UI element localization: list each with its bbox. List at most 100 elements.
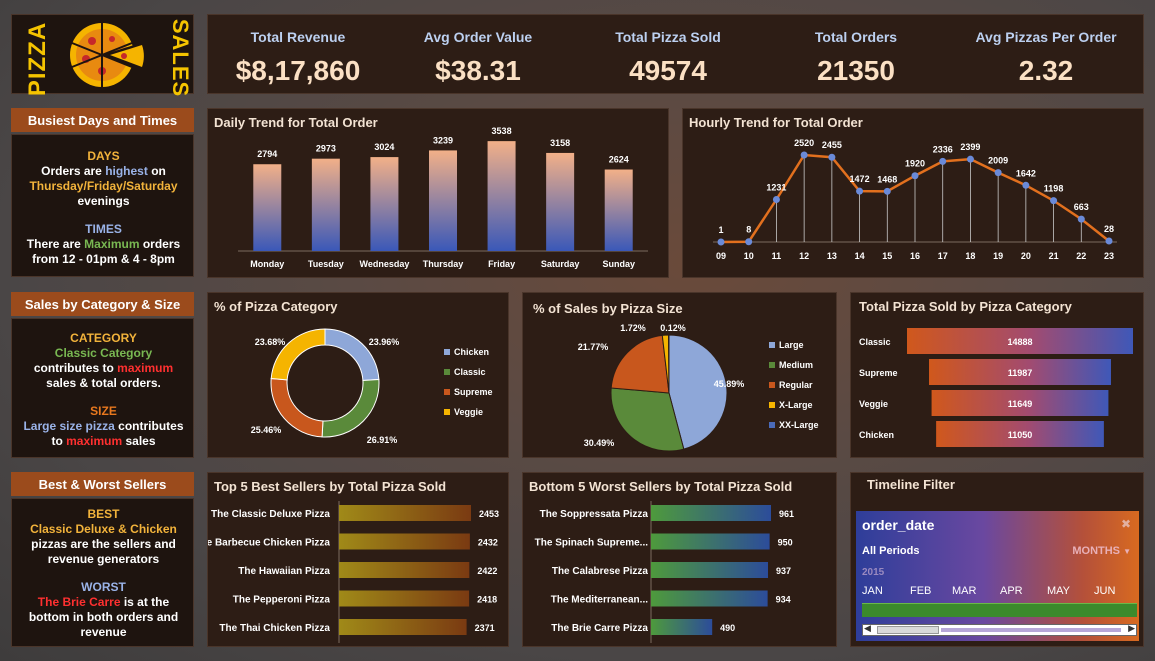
tick-label: Friday: [488, 259, 515, 269]
legend-swatch: [769, 342, 775, 348]
worst-sellers-chart: 961 The Soppressata Pizza 950 The Spinach S…: [535, 501, 794, 643]
worst-line-3: revenue: [80, 625, 127, 639]
month-apr[interactable]: APR: [1000, 585, 1023, 597]
data-label: 2371: [475, 623, 495, 633]
point-19: [994, 169, 1002, 177]
data-label: 11987: [1008, 368, 1033, 378]
month-may[interactable]: MAY: [1047, 585, 1071, 597]
data-label: 2422: [477, 566, 497, 576]
point-22: [1077, 215, 1085, 223]
legend-item-regular: Regular: [779, 380, 813, 390]
legend-item-classic: Classic: [454, 367, 486, 377]
size-line-1: Large size pizza contributes: [23, 419, 184, 433]
bar-5: [339, 619, 467, 635]
bestworst-note: BEST Classic Deluxe & Chicken pizzas are…: [12, 507, 195, 640]
days-line-1: Orders are highest on: [41, 164, 166, 178]
tick-label: 11: [772, 251, 782, 261]
point-14: [856, 187, 864, 195]
bar-4: [339, 590, 470, 607]
data-label: 490: [720, 623, 735, 633]
tick-label: 23: [1104, 251, 1114, 261]
point-15: [883, 187, 891, 195]
tick-label: The Thai Chicken Pizza: [219, 623, 330, 634]
worst-line-2: bottom in both orders and: [28, 610, 179, 624]
bestworst-panel: BEST Classic Deluxe & Chicken pizzas are…: [11, 498, 194, 647]
data-label: 1: [718, 225, 723, 235]
days-line-3: evenings: [77, 194, 130, 208]
worst-sellers-panel: Bottom 5 Worst Sellers by Total Pizza So…: [522, 472, 837, 647]
kpi-value: 49574: [629, 55, 707, 86]
legend-item-large: Large: [779, 340, 804, 350]
tick-label: The Spinach Supreme...: [535, 538, 649, 549]
data-label: 26.91%: [367, 435, 398, 445]
worst-line-1: The Brie Carre is at the: [37, 595, 170, 609]
logo-left-text: PIZZA: [24, 21, 51, 97]
month-mar[interactable]: MAR: [952, 585, 977, 597]
tick-label: 21: [1049, 251, 1059, 261]
year-label: 2015: [862, 567, 885, 578]
data-label: 30.49%: [584, 438, 615, 448]
hourly-trend-chart: 1098101231112520122455131472141468151920…: [713, 138, 1117, 261]
kpi-value: $8,17,860: [235, 55, 361, 86]
kpi-panel: Total Revenue $8,17,860 Avg Order Value …: [207, 14, 1144, 94]
bar-1: [339, 505, 471, 521]
data-label: 1472: [850, 174, 870, 184]
bar-chicken: [936, 421, 1104, 447]
data-label: 28: [1104, 224, 1114, 234]
data-label: 1.72%: [620, 323, 646, 333]
kpi-total-pizza-sold: Total Pizza Sold 49574: [578, 15, 758, 87]
month-jun[interactable]: JUN: [1094, 585, 1116, 597]
data-label: 11050: [1008, 430, 1033, 440]
data-label: 2336: [933, 144, 953, 154]
top-sellers-panel: Top 5 Best Sellers by Total Pizza Sold 2…: [207, 472, 509, 647]
data-label: 3024: [374, 142, 394, 152]
top-sellers-chart: 2453 The Classic Deluxe Pizza 2432 The Barb…: [208, 501, 499, 643]
data-label: 2432: [478, 538, 498, 548]
legend-swatch: [444, 409, 450, 415]
timeline-selection-bar[interactable]: [862, 603, 1137, 617]
bar-friday: [487, 141, 516, 251]
tick-label: 13: [827, 251, 837, 261]
timeline-slicer[interactable]: order_date ✖ All Periods MONTHS ▼ 2015 J…: [856, 511, 1139, 641]
bar-1: [651, 505, 771, 521]
month-feb[interactable]: FEB: [910, 585, 932, 597]
data-label: 1920: [905, 159, 925, 169]
tick-label: Chicken: [859, 430, 894, 440]
legend-swatch: [444, 369, 450, 375]
timeline-field-name: order_date: [862, 517, 935, 533]
logo-right-text: SALES: [168, 18, 193, 98]
point-16: [911, 172, 919, 180]
scroll-left-icon[interactable]: ◀: [864, 623, 871, 633]
pizza-icon: [70, 23, 144, 87]
data-label: 2455: [822, 140, 842, 150]
bar-2: [339, 533, 470, 550]
point-10: [745, 238, 753, 246]
tick-label: Saturday: [541, 259, 580, 269]
bar-5: [651, 619, 713, 635]
kpi-label: Avg Order Value: [423, 29, 533, 45]
bar-tuesday: [311, 158, 340, 251]
data-label: 663: [1074, 202, 1089, 212]
timeline-scrollbar[interactable]: ◀ ▶: [862, 623, 1137, 636]
data-label: 2973: [316, 144, 336, 154]
tick-label: 19: [993, 251, 1003, 261]
tick-label: 16: [910, 251, 920, 261]
time-unit-dropdown[interactable]: MONTHS ▼: [1072, 545, 1131, 557]
bar-classic: [907, 328, 1133, 354]
tick-label: The Mediterranean...: [551, 595, 648, 606]
kpi-value: $38.31: [435, 55, 521, 86]
scroll-right-icon[interactable]: ▶: [1128, 623, 1135, 633]
time-unit-label: MONTHS: [1072, 545, 1121, 557]
bar-monday: [253, 164, 282, 251]
best-line-1: Classic Deluxe & Chicken: [30, 522, 177, 536]
all-periods-label: All Periods: [862, 545, 920, 557]
size-pie-title: % of Sales by Pizza Size: [533, 301, 683, 316]
data-label: 3158: [550, 138, 570, 148]
month-labels: JAN FEB MAR APR MAY JUN: [862, 585, 1137, 599]
bar-3: [651, 562, 769, 578]
month-jan[interactable]: JAN: [862, 585, 883, 597]
tick-label: 10: [744, 251, 754, 261]
category-sold-title: Total Pizza Sold by Pizza Category: [859, 299, 1072, 314]
scroll-thumb[interactable]: [877, 626, 939, 634]
clear-filter-icon[interactable]: ✖: [1120, 517, 1131, 531]
